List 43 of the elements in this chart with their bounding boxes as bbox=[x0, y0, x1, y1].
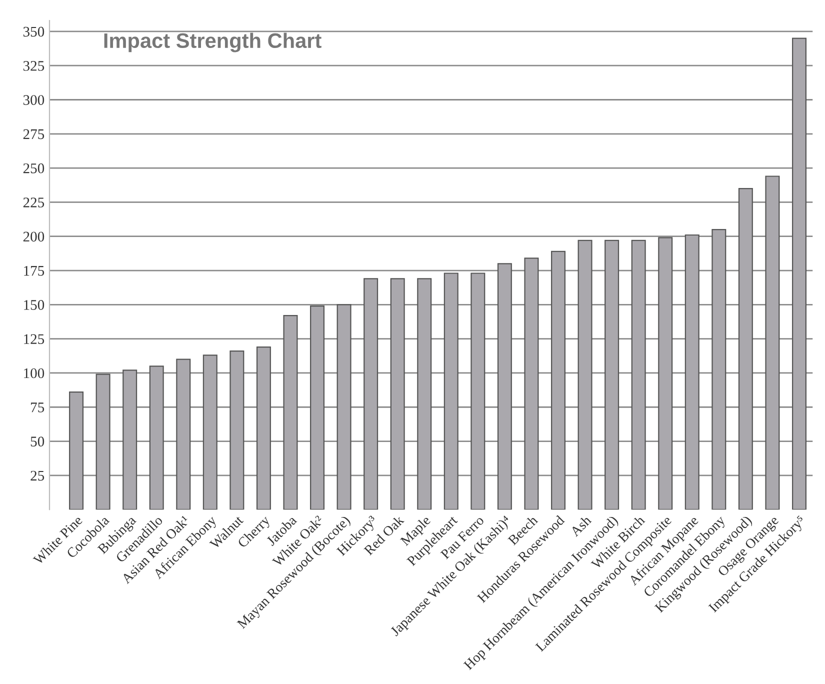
bar bbox=[497, 263, 512, 510]
bar bbox=[149, 366, 164, 510]
y-tick-label: 300 bbox=[23, 95, 44, 105]
y-tick-label: 125 bbox=[24, 334, 44, 344]
bar bbox=[684, 234, 700, 510]
bar bbox=[524, 258, 539, 510]
bar bbox=[202, 354, 218, 510]
bar bbox=[551, 250, 566, 510]
bar bbox=[176, 358, 191, 510]
bar bbox=[122, 370, 138, 510]
y-tick-label: 350 bbox=[23, 26, 44, 37]
y-tick-label: 200 bbox=[23, 232, 44, 242]
bar bbox=[336, 304, 352, 510]
bar bbox=[738, 188, 753, 510]
y-tick-label: 50 bbox=[30, 436, 44, 446]
y-tick-label: 325 bbox=[23, 61, 44, 71]
bar bbox=[310, 305, 325, 510]
bar bbox=[417, 278, 432, 510]
y-tick-label: 25 bbox=[30, 470, 44, 481]
bar bbox=[256, 346, 271, 510]
bar bbox=[765, 176, 780, 510]
bar bbox=[390, 278, 405, 510]
bar bbox=[658, 237, 673, 510]
bar bbox=[364, 278, 378, 510]
bar bbox=[96, 374, 110, 510]
bar bbox=[470, 272, 486, 510]
bar bbox=[444, 272, 458, 510]
bar bbox=[283, 315, 298, 510]
y-tick-label: 150 bbox=[24, 300, 44, 310]
y-tick-label: 225 bbox=[23, 198, 44, 208]
bar bbox=[69, 392, 84, 510]
y-tick-label: 100 bbox=[24, 368, 44, 378]
text: Impact Strength Chart bbox=[104, 32, 322, 52]
bar bbox=[712, 228, 726, 510]
bar bbox=[604, 240, 620, 510]
y-tick-label: 75 bbox=[31, 402, 44, 412]
bar bbox=[578, 240, 592, 510]
bar bbox=[792, 38, 806, 510]
bar bbox=[230, 350, 244, 510]
bar bbox=[631, 240, 646, 510]
y-tick-label: 275 bbox=[23, 129, 44, 140]
y-tick-label: 250 bbox=[23, 163, 44, 174]
y-tick-label: 175 bbox=[24, 266, 44, 276]
